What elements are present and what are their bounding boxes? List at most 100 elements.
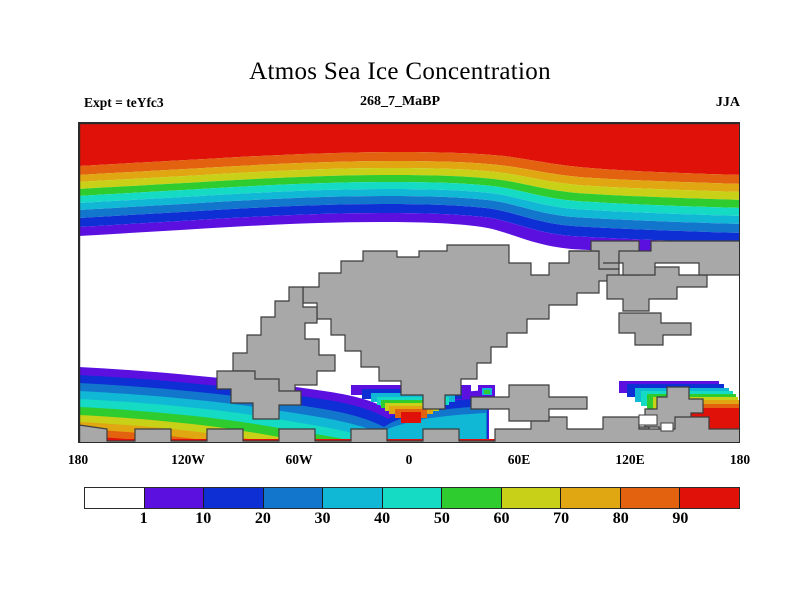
xtick-top-minor-140E (667, 122, 668, 123)
xtick-minor-50E (502, 442, 503, 443)
inland-seas (638, 414, 674, 432)
ytick-right-0 (739, 284, 740, 285)
xtick-minor-10E (428, 442, 429, 443)
ytick-minor-60S (78, 391, 79, 392)
ytick-40N (78, 212, 79, 213)
colorbar-swatch-4 (322, 488, 382, 508)
ytick-right-minor-60N (739, 177, 740, 178)
ytick-right-80N (739, 141, 740, 142)
ytick-80N (78, 141, 79, 142)
xtick-top-minor-100E (594, 122, 595, 123)
xtick-top-120E (631, 122, 632, 123)
xtick-minor-140W (153, 442, 154, 443)
ytick-minor-60N (78, 177, 79, 178)
xtick-top-minor-140W (153, 122, 154, 123)
colorbar-swatch-1 (143, 488, 204, 508)
ytick-minor-50N (78, 194, 79, 195)
colorbar-swatch-7 (500, 488, 561, 508)
xtick-top-minor-40E (484, 122, 485, 123)
colorbar-label-40: 40 (374, 510, 391, 527)
xtick-180W (79, 442, 80, 443)
xtick-top-minor-40W (336, 122, 337, 123)
xtick-top-minor-80W (263, 122, 264, 123)
xtick-minor-130E (649, 442, 650, 443)
colorbar-label-70: 70 (553, 510, 570, 527)
xtick-minor-90E (576, 442, 577, 443)
ytick-80S (78, 426, 79, 427)
ytick-right-40N (739, 212, 740, 213)
xtick-top-minor-20W (373, 122, 374, 123)
xtick-120W (189, 442, 190, 443)
ytick-minor-10S (78, 301, 79, 302)
chart-subtitle: 268_7_MaBP (359, 94, 441, 109)
xtick-minor-80E (557, 442, 558, 443)
colorbar-swatch-2 (203, 488, 263, 508)
xtick-minor-50W (318, 442, 319, 443)
xtick-minor-10W (392, 442, 393, 443)
xlabel-60W: 60W (285, 452, 313, 467)
xtick-top-120W (189, 122, 190, 123)
xtick-top-minor-100W (226, 122, 227, 123)
colorbar-label-50: 50 (433, 510, 450, 527)
xlabel-180E: 180 (729, 452, 751, 467)
xtick-minor-170E (723, 442, 724, 443)
xtick-minor-170W (97, 442, 98, 443)
xtick-minor-70E (539, 442, 540, 443)
xtick-minor-150E (686, 442, 687, 443)
xlabel-60E: 60E (507, 452, 531, 467)
xtick-minor-110W (208, 442, 209, 443)
xlabel-120W: 120W (171, 452, 205, 467)
ytick-minor-50S (78, 373, 79, 374)
ytick-right-minor-20S (739, 319, 740, 320)
colorbar-label-80: 80 (612, 510, 629, 527)
xtick-minor-100E (594, 442, 595, 443)
xtick-minor-90W (245, 442, 246, 443)
nh-ice-bands (79, 123, 739, 256)
landmasses (79, 240, 739, 442)
ytick-right-40S (739, 355, 740, 356)
xtick-top-minor-80E (557, 122, 558, 123)
xlabel-120E: 120E (615, 452, 645, 467)
ytick-minor-20S (78, 319, 79, 320)
ytick-minor-20N (78, 248, 79, 249)
colorbar-swatch-8 (560, 488, 620, 508)
xtick-top-60W (300, 122, 301, 123)
experiment-label: Expt = teYfc3 (84, 95, 164, 110)
xtick-top-60E (520, 122, 521, 123)
xtick-0 (410, 442, 411, 443)
xtick-top-minor-20E (447, 122, 448, 123)
colorbar-label-1: 1 (139, 510, 148, 527)
xtick-minor-140E (667, 442, 668, 443)
xtick-minor-40W (336, 442, 337, 443)
xtick-minor-20W (373, 442, 374, 443)
colorbar-swatch-3 (262, 488, 323, 508)
xtick-minor-160E (704, 442, 705, 443)
xtick-minor-30W (355, 442, 356, 443)
ytick-right-minor-20N (739, 248, 740, 249)
xtick-minor-70W (281, 442, 282, 443)
ytick-minor-30S (78, 337, 79, 338)
colorbar-swatch-0 (85, 488, 144, 508)
xtick-top-180W (79, 122, 80, 123)
page-title: Atmos Sea Ice Concentration (249, 58, 551, 85)
xtick-minor-40E (484, 442, 485, 443)
colorbar-label-30: 30 (314, 510, 331, 527)
ytick-minor-30N (78, 230, 79, 231)
xtick-120E (631, 442, 632, 443)
xtick-minor-30E (465, 442, 466, 443)
xlabel-180W: 180 (67, 452, 89, 467)
xtick-top-minor-160E (704, 122, 705, 123)
colorbar (84, 487, 740, 509)
xtick-minor-150W (134, 442, 135, 443)
xtick-minor-80W (263, 442, 264, 443)
colorbar-swatch-9 (619, 488, 680, 508)
ytick-40S (78, 355, 79, 356)
ytick-0 (78, 284, 79, 285)
ytick-right-80S (739, 426, 740, 427)
sea-ice-map (79, 123, 739, 442)
colorbar-label-90: 90 (672, 510, 689, 527)
colorbar-swatch-10 (679, 488, 740, 508)
xtick-60W (300, 442, 301, 443)
xtick-60E (520, 442, 521, 443)
